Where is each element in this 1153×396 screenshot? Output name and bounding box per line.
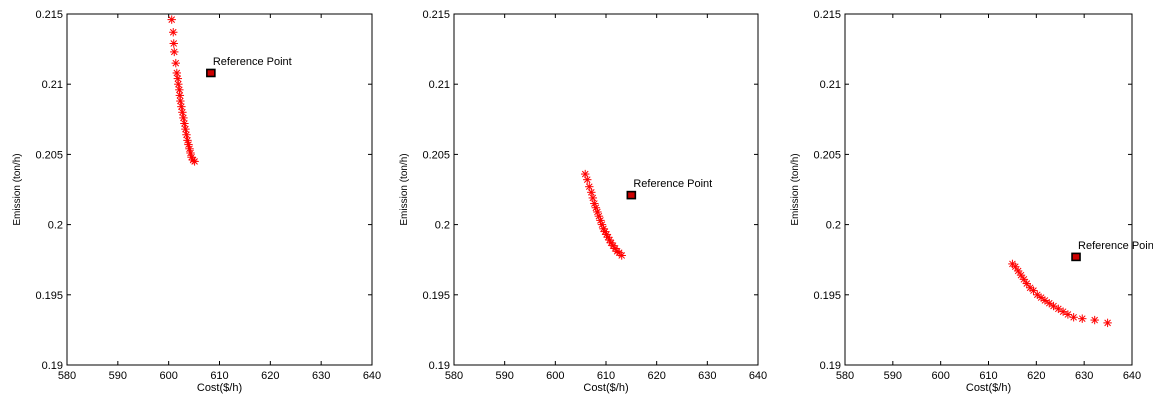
data-point [1013,266,1023,276]
x-tick-label: 610 [597,370,615,382]
x-tick-label: 590 [495,370,513,382]
data-point [179,113,188,123]
data-point [170,47,179,57]
x-tick-label: 580 [58,370,76,382]
reference-point-marker [206,68,216,78]
data-point [617,251,626,260]
axes-frame [66,13,373,366]
data-point [181,124,190,134]
data-point [1090,315,1099,325]
y-tick-label: 0.2 [435,220,450,232]
x-axis-label: Cost($/h) [197,382,242,394]
data-point [1078,314,1087,323]
y-axis-label: Emission (ton/h) [12,153,23,225]
x-tick-label: 640 [1123,370,1141,382]
y-axis-label: Emission (ton/h) [399,153,410,225]
data-point [169,39,178,48]
x-tick-label: 620 [261,370,279,382]
data-point [171,58,180,68]
y-tick-label: 0.205 [35,149,63,161]
y-tick-label: 0.195 [35,290,63,302]
x-tick-label: 640 [363,370,381,382]
x-tick-label: 600 [159,370,177,382]
x-tick-label: 630 [698,370,716,382]
data-point [178,108,187,117]
data-point [1036,293,1046,302]
data-point [175,91,185,100]
data-point [182,130,191,139]
chart-panel-3: 580 590 600 610 620 630 640 0.19 0.195 0.2 0.205 0.… [790,9,1153,394]
y-axis-label: Emission (ton/h) [790,153,801,225]
reference-point-label: Reference Point [1078,240,1153,252]
data-point [169,28,178,37]
data-point [583,175,592,184]
axes-frame [453,13,759,366]
x-tick-label: 610 [210,370,228,382]
x-tick-label: 590 [109,370,127,382]
y-tick-label: 0.19 [429,360,450,372]
y-tick-label: 0.205 [813,149,841,161]
data-point [176,96,185,106]
y-tick-label: 0.195 [813,290,841,302]
data-point [186,148,195,158]
x-axis-label: Cost($/h) [583,382,628,394]
data-point [190,157,199,166]
axes-frame [844,13,1133,366]
data-point [174,80,183,89]
reference-point-marker [1071,252,1081,262]
data-point [608,241,618,250]
y-tick-label: 0.19 [820,360,841,372]
data-point [1049,301,1058,311]
x-tick-label: 640 [749,370,767,382]
x-tick-label: 620 [1027,370,1045,382]
reference-point-label: Reference Point [213,56,292,68]
data-point [588,193,598,203]
y-tick-label: 0.21 [820,79,841,91]
data-point [1040,296,1050,305]
data-point [587,188,596,197]
data-point [175,85,184,95]
data-point [180,119,189,128]
y-tick-label: 0.21 [429,79,450,91]
y-tick-label: 0.205 [422,149,450,161]
x-tick-label: 600 [931,370,949,382]
data-point [1103,318,1112,328]
reference-point-label: Reference Point [633,178,712,190]
y-tick-label: 0.19 [42,360,63,372]
x-tick-label: 580 [445,370,463,382]
x-tick-label: 610 [979,370,997,382]
x-tick-label: 630 [1075,370,1093,382]
chart-panel-2: 580 590 600 610 620 630 640 0.19 0.195 0.2 0.205 0.… [399,9,767,394]
chart-panel-1: 580 590 600 610 620 630 640 0.19 0.195 0.2 0.205 0.… [12,9,381,394]
data-point [1054,304,1063,314]
data-point [1045,299,1054,308]
data-point [1058,307,1068,316]
y-tick-label: 0.215 [35,9,63,21]
x-tick-label: 580 [836,370,854,382]
data-point [1019,275,1029,284]
data-point [1016,270,1026,280]
reference-point-marker [626,190,637,200]
data-point [177,102,186,111]
data-point [1011,262,1020,271]
y-tick-label: 0.215 [813,9,841,21]
data-point [1069,313,1078,322]
data-point [172,68,181,78]
x-tick-label: 620 [647,370,665,382]
data-point [1022,279,1031,288]
y-tick-label: 0.21 [42,79,63,91]
y-tick-label: 0.215 [422,9,450,21]
y-tick-label: 0.2 [826,220,841,232]
y-tick-label: 0.195 [422,290,450,302]
x-tick-label: 600 [546,370,564,382]
x-tick-label: 630 [312,370,330,382]
data-point [167,15,176,24]
x-axis-label: Cost($/h) [966,382,1011,394]
y-tick-label: 0.2 [48,220,63,232]
data-point [173,74,183,83]
x-tick-label: 590 [884,370,902,382]
